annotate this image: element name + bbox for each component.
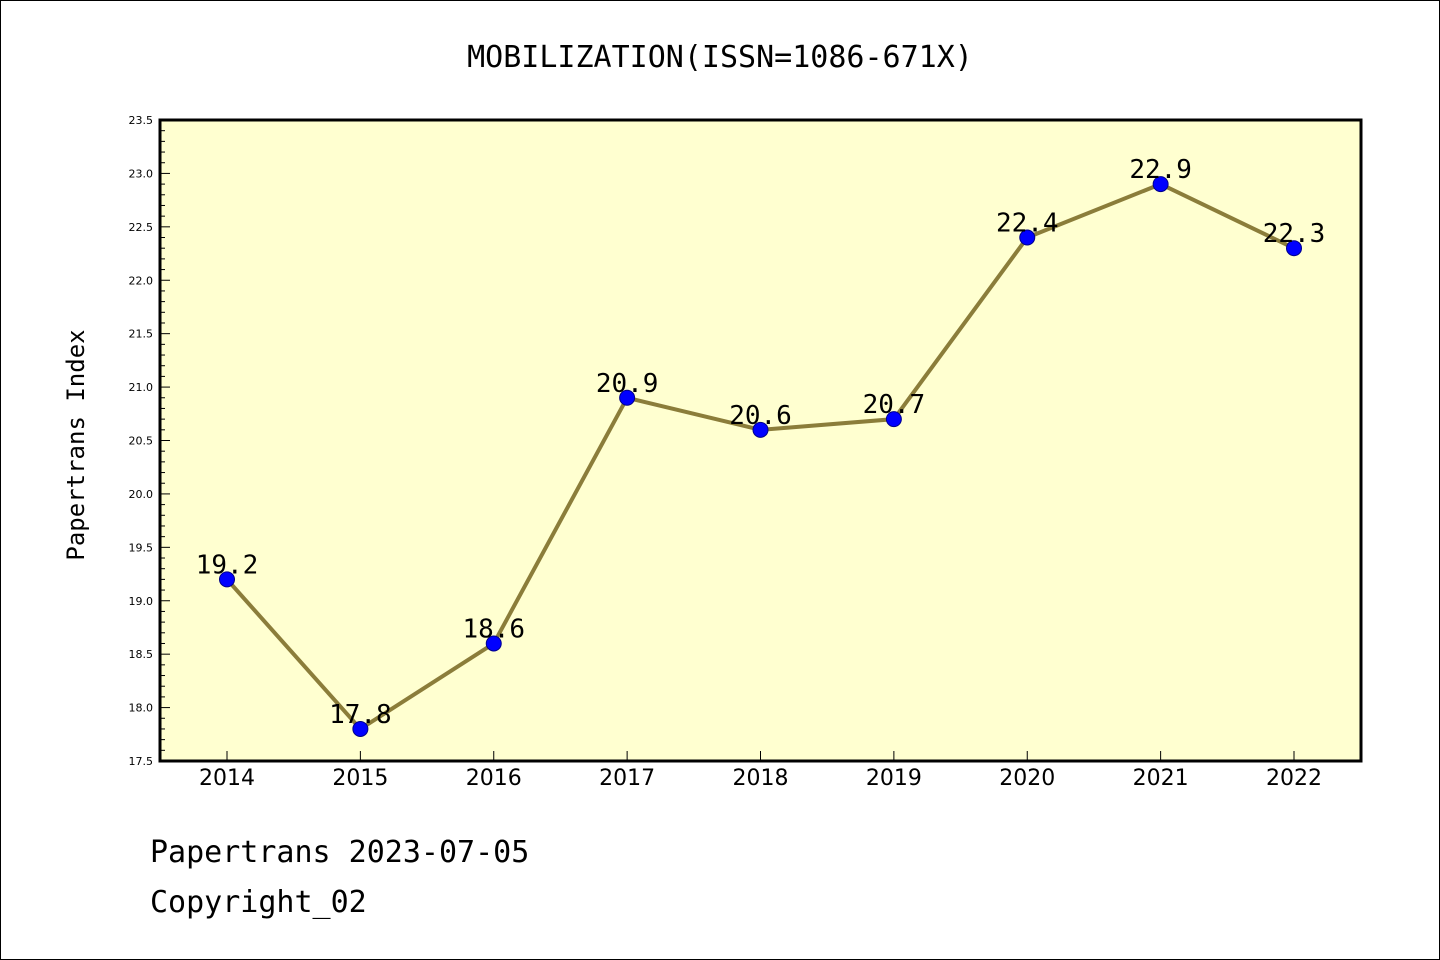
data-point-marker (1152, 176, 1169, 193)
footer-date: Papertrans 2023-07-05 (150, 835, 530, 870)
y-tick-label: 19.5 (129, 541, 154, 554)
x-tick-label: 2016 (466, 766, 522, 791)
data-point-marker (752, 421, 769, 438)
series-line-group (219, 176, 1302, 737)
chart-title: MOBILIZATION(ISSN=1086-671X) (467, 40, 973, 75)
data-point-marker (619, 389, 636, 406)
x-tick-label: 2022 (1266, 766, 1322, 791)
data-label: 17.8 (329, 700, 392, 730)
x-axis-ticks: 2014 2015 2016 2017 2018 2019 2020 2021 2022 (199, 751, 1322, 791)
y-tick-label: 20.0 (129, 488, 154, 501)
data-point-marker (352, 720, 369, 737)
y-tick-label: 22.5 (129, 221, 154, 234)
y-tick-label: 17.5 (129, 755, 154, 768)
data-label: 22.9 (1129, 155, 1192, 185)
data-label: 20.9 (596, 369, 659, 399)
data-label: 18.6 (462, 614, 525, 644)
data-point-marker (1286, 240, 1302, 257)
data-point-marker (219, 571, 235, 588)
y-tick-label: 19.0 (129, 595, 154, 608)
y-tick-label: 23.0 (129, 167, 154, 180)
y-tick-label: 21.5 (129, 328, 154, 341)
footer-copyright: Copyright_02 (150, 885, 367, 920)
y-tick-label: 22.0 (129, 274, 154, 287)
data-label: 19.2 (196, 550, 259, 580)
data-label: 20.7 (863, 390, 926, 420)
y-axis-ticks: 17.5 18.0 18.5 19.0 19.5 20.0 20.5 21.0 21.5 22.0… (129, 114, 170, 768)
data-label: 22.4 (996, 209, 1059, 239)
x-tick-label: 2018 (733, 766, 789, 791)
plot-area (158, 118, 1363, 763)
data-point-marker (885, 411, 902, 428)
y-tick-label: 20.5 (129, 435, 154, 448)
x-tick-label: 2020 (999, 766, 1055, 791)
data-label: 22.3 (1263, 219, 1326, 249)
y-axis-label: Papertrans Index (62, 329, 90, 560)
data-point-marker (1019, 229, 1036, 246)
y-tick-label: 18.5 (129, 648, 154, 661)
x-tick-label: 2015 (332, 766, 388, 791)
data-labels-group: 19.2 17.8 18.6 20.9 20.6 20.7 22.4 22.9 22.3 (196, 155, 1326, 730)
x-tick-label: 2014 (199, 766, 255, 791)
x-tick-label: 2017 (599, 766, 655, 791)
data-label: 20.6 (729, 401, 792, 431)
data-point-marker (485, 635, 502, 652)
x-tick-label: 2019 (866, 766, 922, 791)
x-tick-label: 2021 (1133, 766, 1189, 791)
y-tick-label: 21.0 (129, 381, 154, 394)
y-tick-label: 23.5 (129, 114, 154, 127)
y-tick-label: 18.0 (129, 702, 154, 715)
